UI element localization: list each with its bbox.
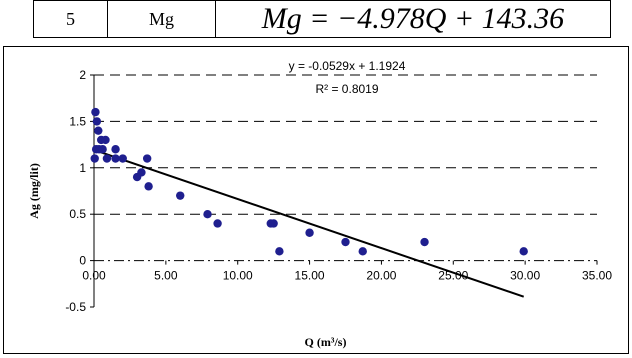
tick-labels: -0.500.511.520.00 5.00 10.00 15.00 20.00 25.0… (65, 68, 612, 314)
y-tick-label-0: -0.5 (65, 300, 86, 314)
chart-frame (3, 46, 629, 354)
data-point-9 (102, 154, 112, 163)
data-point-10 (111, 145, 120, 154)
regression-formula: Mg = −4.978Q + 143.36 (261, 2, 565, 35)
data-point-12 (118, 154, 127, 163)
y-tick-label-5: 2 (79, 68, 86, 82)
x-tick-label-6: 30.00 (510, 269, 540, 283)
trendline-r2: R² = 0.8019 (315, 82, 378, 96)
data-point-18 (203, 210, 212, 219)
data-point-22 (275, 247, 284, 256)
x-tick-label-2: 10.00 (223, 269, 253, 283)
y-tick-label-4: 1.5 (69, 114, 86, 128)
data-point-16 (144, 182, 153, 191)
data-point-21 (269, 219, 278, 228)
data-point-1 (92, 117, 102, 126)
y-tick-label-3: 1 (79, 161, 86, 175)
row-index: 5 (34, 1, 108, 37)
data-point-15 (142, 154, 152, 163)
data-point-23 (305, 228, 314, 237)
data-point-27 (519, 247, 528, 256)
data-point-8 (101, 135, 110, 145)
trendline (93, 148, 525, 298)
parameter-name: Mg (108, 1, 216, 37)
data-point-19 (213, 219, 222, 228)
grid-lines (94, 74, 597, 262)
data-point-4 (94, 126, 103, 135)
trendline-equation: y = -0.0529x + 1.1924 (289, 59, 406, 73)
x-tick-label-3: 15.00 (295, 269, 325, 283)
trendline-group (93, 148, 525, 298)
data-point-2 (90, 154, 99, 163)
x-tick-label-0: 0.00 (82, 269, 106, 283)
data-point-26 (420, 237, 429, 247)
data-point-0 (91, 107, 100, 117)
data-points (90, 107, 528, 256)
formula-table: 5 Mg Mg = −4.978Q + 143.36 (33, 0, 611, 38)
data-point-14 (137, 168, 146, 177)
data-point-7 (98, 145, 107, 154)
x-tick-label-7: 35.00 (582, 269, 612, 283)
data-point-11 (111, 154, 120, 163)
x-axis-title: Q (m³/s) (305, 335, 347, 349)
data-point-25 (358, 247, 367, 256)
x-tick-label-1: 5.00 (154, 269, 178, 283)
data-point-24 (341, 237, 350, 247)
y-tick-label-1: 0 (79, 254, 86, 268)
x-tick-label-5: 25.00 (438, 269, 468, 283)
y-axis-title: Ag (mg/lit) (27, 163, 41, 219)
data-point-17 (176, 191, 185, 200)
y-tick-label-2: 0.5 (69, 207, 86, 221)
x-tick-label-4: 20.00 (366, 269, 396, 283)
